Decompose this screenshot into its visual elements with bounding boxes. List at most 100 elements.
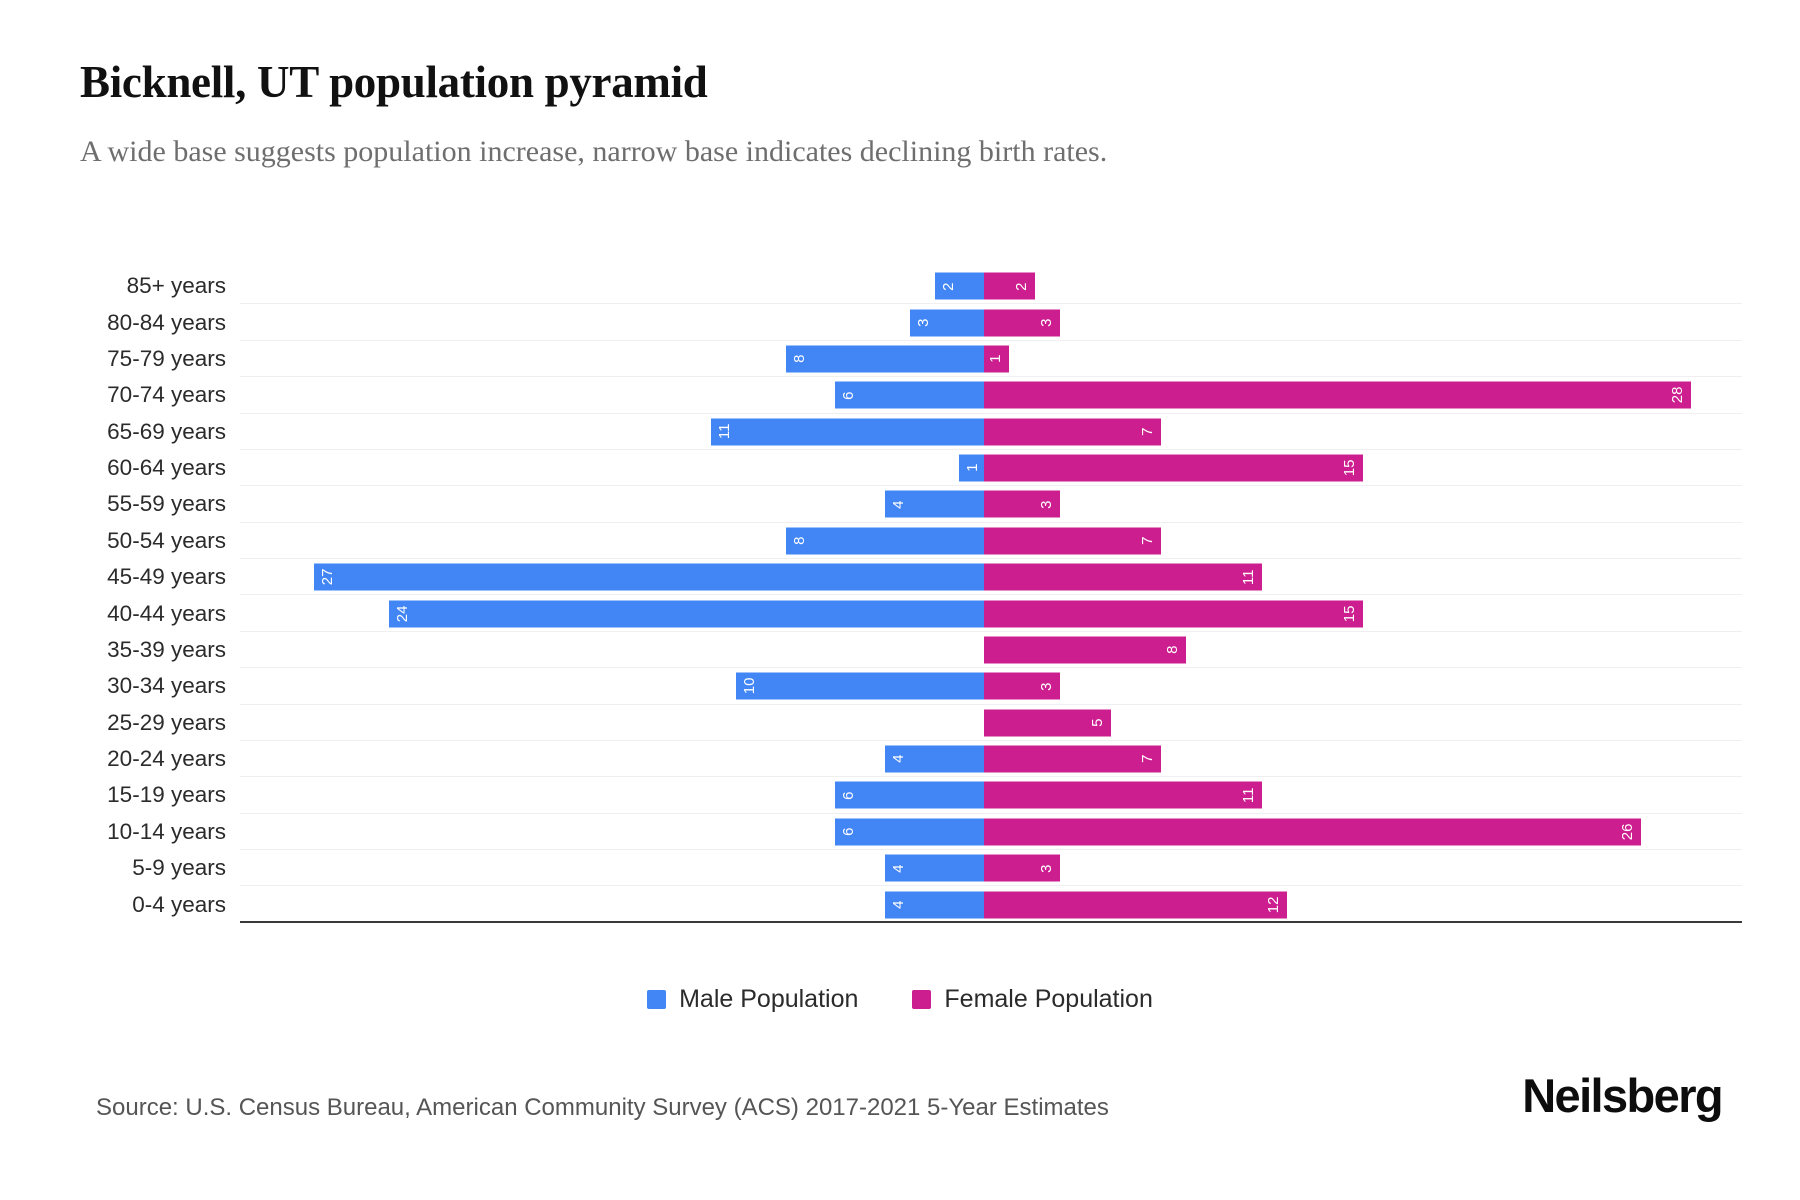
y-axis-label: 50-54 years	[107, 527, 226, 553]
bar-male[interactable]: 3	[909, 309, 985, 337]
y-axis-label: 15-19 years	[107, 782, 226, 808]
chart-row: 10-14 years 6 26	[107, 814, 1742, 850]
chart-plot-area: 85+ years 2 2 80-84 years 3 3 75-79 years 8 1 70-…	[107, 268, 1742, 923]
bar-female[interactable]: 1	[984, 345, 1010, 373]
bar-value-label: 4	[890, 500, 907, 509]
chart-row: 55-59 years 4 3	[107, 486, 1742, 523]
chart-row: 75-79 years 8 1	[107, 341, 1742, 378]
bar-female[interactable]: 3	[984, 672, 1060, 700]
y-axis-label: 35-39 years	[107, 636, 226, 662]
chart-row: 50-54 years 8 7	[107, 523, 1742, 559]
bar-female[interactable]: 7	[984, 418, 1162, 446]
bar-male[interactable]: 4	[885, 745, 985, 773]
y-axis-label: 65-69 years	[107, 418, 226, 444]
bar-female[interactable]: 3	[984, 854, 1060, 882]
y-axis-label: 0-4 years	[132, 891, 226, 917]
bar-male[interactable]: 27	[314, 563, 985, 591]
bar-male[interactable]: 4	[885, 891, 985, 919]
bar-female[interactable]: 12	[984, 891, 1288, 919]
bar-value-label: 7	[1139, 427, 1157, 436]
chart-gridline	[240, 849, 1742, 850]
legend-swatch-female-icon	[912, 990, 932, 1009]
bar-male[interactable]: 6	[835, 381, 985, 409]
bar-male[interactable]: 4	[885, 490, 985, 518]
chart-row: 60-64 years 1 15	[107, 450, 1742, 487]
bar-value-label: 3	[914, 318, 932, 327]
chart-row: 5-9 years 4 3	[132, 850, 1742, 887]
bar-female[interactable]: 3	[984, 490, 1060, 518]
legend-swatch-male-icon	[647, 990, 667, 1009]
bar-male[interactable]: 4	[885, 854, 985, 882]
bar-male[interactable]: 8	[785, 527, 985, 555]
bar-value-label: 3	[1038, 864, 1055, 873]
bar-male[interactable]: 11	[711, 418, 985, 446]
bar-value-label: 2	[1012, 282, 1030, 291]
bar-female[interactable]: 7	[984, 527, 1162, 555]
chart-gridline	[240, 376, 1742, 378]
bar-male[interactable]: 10	[736, 672, 985, 700]
y-axis-label: 10-14 years	[107, 818, 226, 844]
bar-value-label: 4	[890, 754, 907, 764]
bar-value-label: 8	[1164, 645, 1182, 655]
bar-male[interactable]: 6	[835, 818, 985, 846]
brand-logo: Neilsberg	[1522, 1069, 1723, 1122]
bar-value-label: 8	[790, 536, 808, 545]
chart-gridline	[240, 303, 1742, 305]
chart-gridline	[240, 339, 1742, 341]
y-axis-label: 25-29 years	[107, 709, 226, 735]
bar-value-label: 4	[890, 864, 907, 873]
bar-value-label: 8	[790, 354, 808, 364]
chart-gridline	[240, 667, 1742, 669]
bar-female[interactable]: 8	[984, 636, 1187, 664]
page-subtitle: A wide base suggests population increase…	[80, 135, 1108, 168]
chart-row: 35-39 years 8	[107, 632, 1742, 669]
bar-female[interactable]: 7	[984, 745, 1162, 773]
bar-value-label: 11	[716, 423, 734, 440]
bar-male[interactable]: 1	[959, 454, 985, 482]
legend-label-male: Male Population	[679, 985, 859, 1013]
bar-value-label: 2	[939, 282, 957, 291]
bar-male[interactable]: 2	[934, 272, 985, 300]
bar-value-label: 7	[1139, 536, 1157, 545]
chart-gridline	[240, 885, 1742, 887]
bar-value-label: 4	[890, 900, 907, 909]
chart-gridline	[240, 412, 1742, 414]
bar-value-label: 10	[741, 677, 759, 695]
bar-female[interactable]: 15	[984, 600, 1364, 628]
bar-value-label: 26	[1618, 823, 1636, 841]
bar-female[interactable]: 11	[984, 781, 1263, 809]
y-axis-label: 45-49 years	[107, 564, 226, 590]
chart-row: 70-74 years 6 28	[107, 377, 1742, 414]
bar-female[interactable]: 26	[984, 818, 1641, 846]
bar-female[interactable]: 11	[984, 563, 1263, 591]
y-axis-label: 20-24 years	[107, 746, 226, 772]
bar-male[interactable]: 8	[785, 345, 985, 373]
y-axis-label: 30-34 years	[107, 673, 226, 699]
bar-value-label: 15	[1341, 605, 1359, 622]
bar-value-label: 11	[1240, 787, 1258, 804]
bar-female[interactable]: 15	[984, 454, 1364, 482]
bar-value-label: 11	[1240, 569, 1258, 585]
legend-item-male[interactable]: Male Population	[647, 985, 858, 1014]
chart-row: 25-29 years 5	[107, 705, 1742, 741]
bar-value-label: 6	[840, 391, 858, 400]
bar-female[interactable]: 28	[984, 381, 1692, 409]
y-axis-label: 70-74 years	[107, 382, 226, 408]
bar-value-label: 6	[840, 791, 858, 800]
page-title: Bicknell, UT population pyramid	[80, 57, 708, 107]
bar-female[interactable]: 2	[984, 272, 1035, 300]
bar-value-label: 12	[1265, 896, 1283, 913]
bar-value-label: 3	[1038, 318, 1055, 327]
chart-gridline	[240, 812, 1742, 814]
bar-male[interactable]: 6	[835, 781, 985, 809]
bar-female[interactable]: 3	[984, 309, 1060, 337]
legend-item-female[interactable]: Female Population	[912, 985, 1153, 1014]
source-note: Source: U.S. Census Bureau, American Com…	[96, 1094, 1109, 1121]
bar-female[interactable]: 5	[984, 709, 1111, 737]
chart-gridline	[240, 448, 1742, 450]
bar-value-label: 1	[987, 354, 1005, 364]
bar-value-label: 3	[1038, 682, 1055, 691]
chart-row: 15-19 years 6 11	[107, 777, 1742, 814]
bar-male[interactable]: 24	[388, 600, 985, 628]
